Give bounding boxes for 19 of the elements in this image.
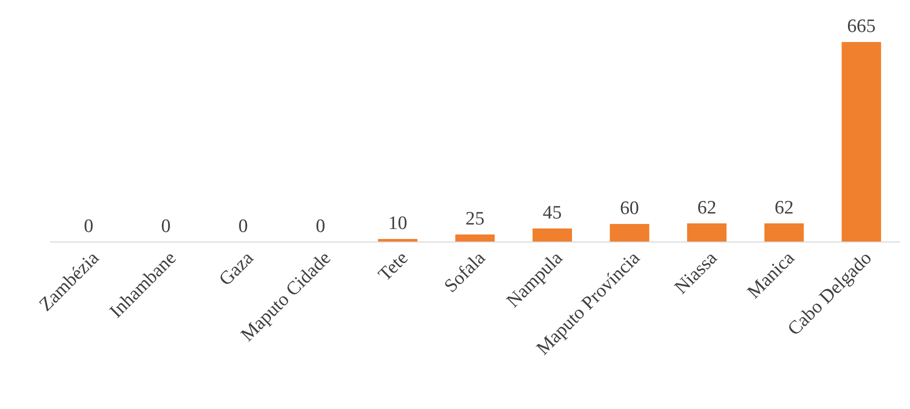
data-label: 62 [774,197,794,218]
data-label: 45 [542,202,562,224]
data-label: 25 [466,208,484,230]
data-label: 0 [238,216,248,237]
x-tick-label: Tete [374,248,412,286]
data-label: 60 [620,198,640,219]
x-tick-label: Gaza [215,247,258,290]
data-label: 10 [388,212,408,234]
data-label: 0 [161,216,171,237]
data-label: 62 [697,197,716,218]
bar [764,223,804,242]
data-label: 0 [84,216,94,237]
bar [842,42,882,242]
data-label: 665 [847,16,876,37]
bar [532,228,572,242]
bar [687,223,727,242]
data-label: 0 [316,216,326,237]
bar [455,234,495,242]
bar [610,224,650,242]
